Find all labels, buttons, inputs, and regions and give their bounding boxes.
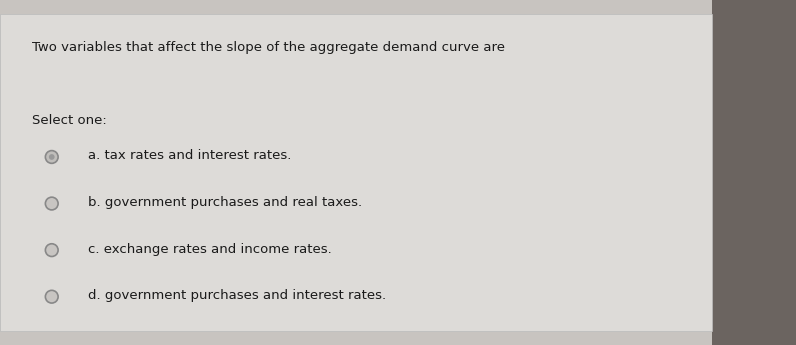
Text: c. exchange rates and income rates.: c. exchange rates and income rates. bbox=[88, 243, 331, 256]
Text: d. government purchases and interest rates.: d. government purchases and interest rat… bbox=[88, 289, 386, 302]
Text: Select one:: Select one: bbox=[32, 114, 107, 127]
Bar bbox=[712, 0, 796, 345]
Ellipse shape bbox=[49, 154, 55, 160]
Ellipse shape bbox=[45, 244, 58, 256]
Text: a. tax rates and interest rates.: a. tax rates and interest rates. bbox=[88, 149, 291, 162]
Bar bbox=[0, 14, 712, 331]
Text: Two variables that affect the slope of the aggregate demand curve are: Two variables that affect the slope of t… bbox=[32, 41, 505, 55]
Text: b. government purchases and real taxes.: b. government purchases and real taxes. bbox=[88, 196, 361, 209]
Ellipse shape bbox=[45, 151, 58, 163]
Ellipse shape bbox=[45, 197, 58, 210]
Ellipse shape bbox=[45, 290, 58, 303]
